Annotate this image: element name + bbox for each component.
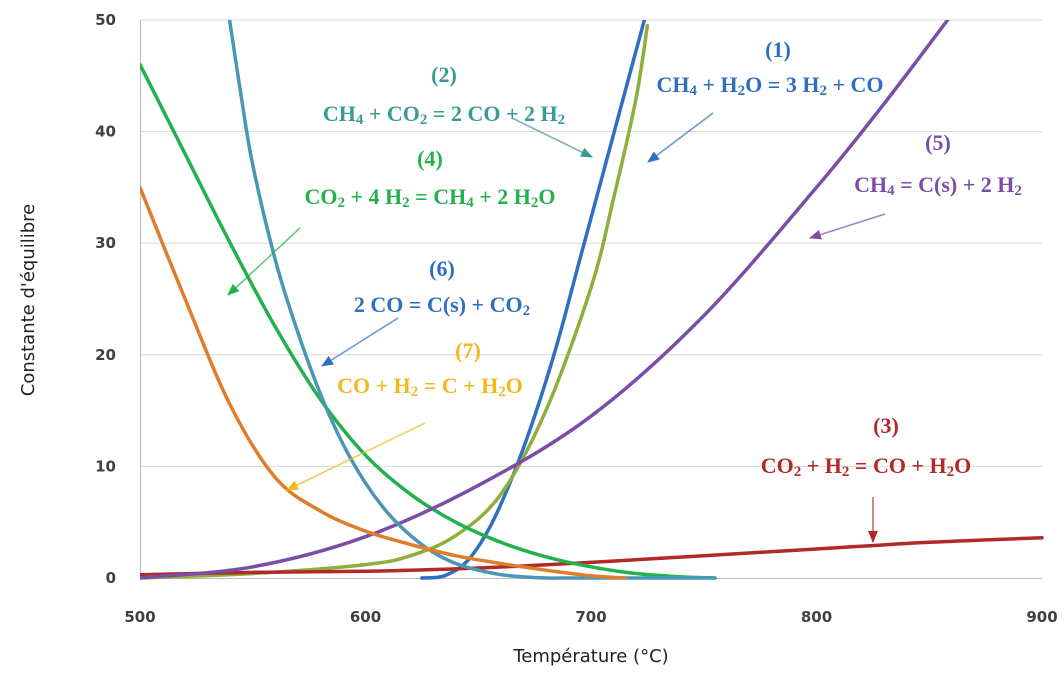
gridlines xyxy=(140,19,1042,467)
y-tick-label: 50 xyxy=(95,11,116,29)
reaction-equation-5: CH4 = C(s) + 2 H2 xyxy=(854,172,1022,199)
y-tick-label: 30 xyxy=(95,234,116,252)
x-tick-label: 500 xyxy=(124,608,155,626)
x-tick-label: 600 xyxy=(350,608,381,626)
y-tick-label: 0 xyxy=(106,569,116,587)
x-tick-labels: 500 600 700 800 900 xyxy=(124,608,1057,626)
series-lines xyxy=(140,20,1044,580)
x-tick-label: 900 xyxy=(1026,608,1057,626)
reaction-equation-6: 2 CO = C(s) + CO2 xyxy=(354,292,530,319)
arrow-6 xyxy=(321,317,399,367)
reaction-equation-7: CO + H2 = C + H2O xyxy=(337,373,523,400)
series-line-5 xyxy=(140,20,950,580)
reaction-equation-1: CH4 + H2O = 3 H2 + CO xyxy=(657,72,884,99)
y-tick-label: 20 xyxy=(95,346,116,364)
series-line-1 xyxy=(420,20,647,580)
arrow-5 xyxy=(809,213,886,240)
arrow-2 xyxy=(511,117,593,158)
x-axis-title: Température (°C) xyxy=(512,646,668,667)
series-line-2 xyxy=(140,23,650,580)
reaction-number-4: (4) xyxy=(417,146,443,171)
y-tick-label: 40 xyxy=(95,123,116,141)
reaction-number-7: (7) xyxy=(455,338,481,363)
reaction-annotations: (1) CH4 + H2O = 3 H2 + CO (2) CH4 + CO2 = 2… xyxy=(227,37,1022,543)
reaction-number-2: (2) xyxy=(431,62,457,87)
reaction-number-6: (6) xyxy=(429,256,455,281)
x-tick-label: 800 xyxy=(801,608,832,626)
y-tick-labels: 0 10 20 30 40 50 xyxy=(95,11,116,587)
y-axis-title: Constante d'équilibre xyxy=(18,204,39,397)
series-line-3 xyxy=(140,536,1044,577)
arrow-7 xyxy=(286,422,426,491)
series-line-7 xyxy=(140,185,627,580)
arrow-1 xyxy=(647,112,714,163)
reaction-equation-4: CO2 + 4 H2 = CH4 + 2 H2O xyxy=(305,184,556,211)
reaction-number-1: (1) xyxy=(765,37,791,62)
y-tick-label: 10 xyxy=(95,457,116,475)
series-line-4 xyxy=(140,62,717,580)
axes xyxy=(140,20,1042,579)
reaction-equation-3: CO2 + H2 = CO + H2O xyxy=(761,453,971,480)
arrow-4 xyxy=(227,227,301,296)
x-tick-label: 700 xyxy=(575,608,606,626)
reaction-number-3: (3) xyxy=(873,413,899,438)
reaction-equation-2: CH4 + CO2 = 2 CO + 2 H2 xyxy=(323,101,565,128)
reaction-number-5: (5) xyxy=(925,130,951,155)
